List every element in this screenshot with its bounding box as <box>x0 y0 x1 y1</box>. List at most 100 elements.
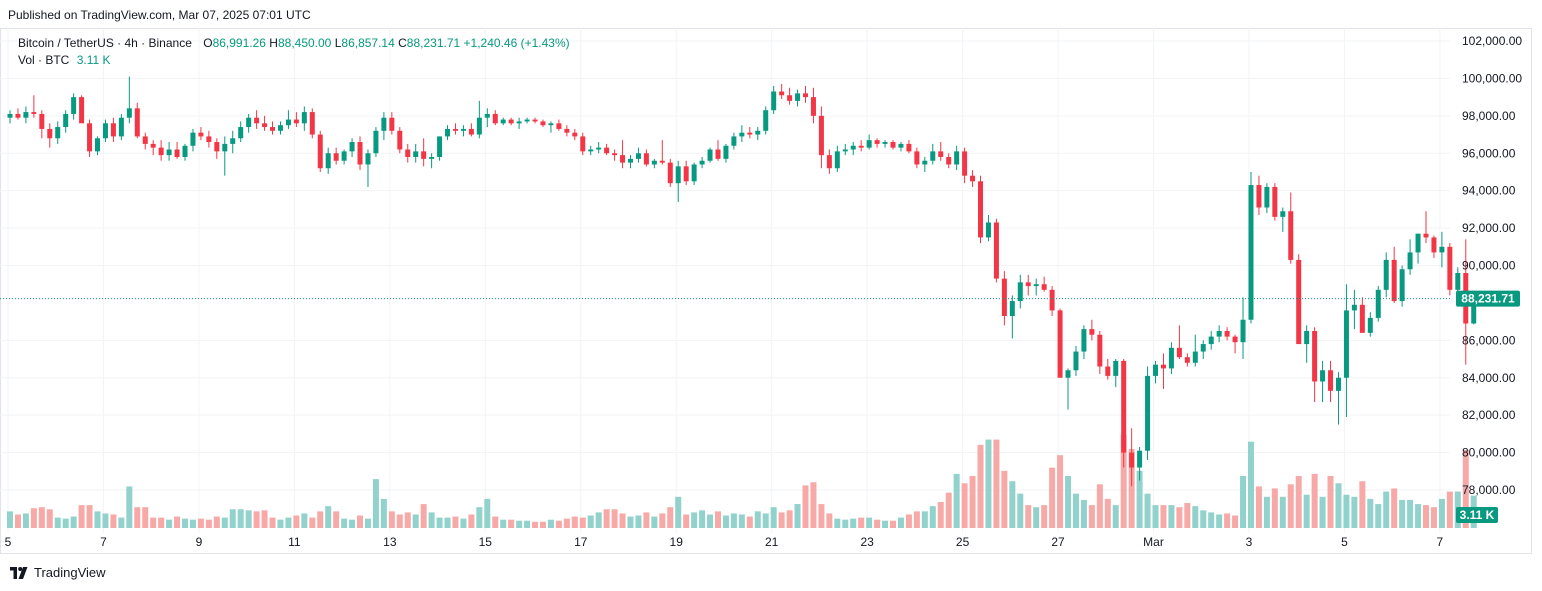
candle-body <box>795 93 801 101</box>
volume-bar <box>1025 505 1032 528</box>
candle-body <box>222 143 228 152</box>
volume-bar <box>134 507 141 528</box>
candle-body <box>1320 370 1326 382</box>
volume-bar <box>229 509 236 528</box>
volume-bar <box>1335 483 1342 528</box>
volume-bar <box>937 502 944 528</box>
candle-body <box>1439 246 1445 253</box>
volume-bar <box>977 444 984 528</box>
low-value: 86,857.14 <box>341 36 395 50</box>
volume-bar <box>7 511 13 528</box>
volume-bar <box>1216 514 1223 528</box>
volume-bar <box>444 517 451 528</box>
candle-body <box>1296 259 1302 345</box>
candle-body <box>206 136 212 143</box>
volume-bar <box>1287 484 1294 528</box>
volume-bar <box>1319 496 1326 528</box>
candle-body <box>627 158 633 163</box>
footer-brand[interactable]: TradingView <box>34 565 106 580</box>
volume-bar <box>436 517 443 528</box>
volume-label[interactable]: Vol · BTC <box>18 53 70 67</box>
volume-bar <box>1367 498 1374 528</box>
volume-bar <box>349 519 356 528</box>
volume-bar <box>428 512 435 528</box>
volume-bar <box>659 513 666 528</box>
volume-bar <box>1351 496 1358 528</box>
candle-body <box>818 115 824 156</box>
price-tick-label: 86,000.00 <box>1462 333 1516 347</box>
volume-bar <box>293 515 300 528</box>
volume-bar <box>714 511 721 528</box>
candle-body <box>349 142 355 152</box>
candle-body <box>763 110 769 131</box>
candle-body <box>1232 336 1238 343</box>
candle-body <box>731 136 737 146</box>
candle-body <box>962 151 968 176</box>
volume-bar <box>961 483 968 528</box>
volume-bar <box>38 507 45 528</box>
volume-bar <box>826 513 833 528</box>
time-tick-label: 7 <box>1437 535 1444 549</box>
volume-bar <box>388 511 395 528</box>
volume-bar <box>70 516 77 528</box>
volume-bar <box>205 519 212 528</box>
candle-body <box>1367 317 1373 333</box>
volume-bar <box>46 509 53 528</box>
tradingview-logo-icon[interactable] <box>10 566 30 579</box>
candle-body <box>1407 252 1413 270</box>
volume-bar <box>516 520 523 528</box>
candle-body <box>954 151 960 165</box>
candle-body <box>246 117 252 128</box>
volume-bar <box>1160 505 1167 528</box>
volume-bar <box>929 506 936 528</box>
volume-bar <box>1263 496 1270 528</box>
candle-body <box>1343 310 1349 378</box>
last-volume-tag: 3.11 K <box>1456 507 1498 523</box>
volume-bar <box>555 520 562 528</box>
volume-bar <box>1343 494 1350 528</box>
candle-body <box>914 151 920 165</box>
candle-body <box>1471 298 1477 324</box>
volume-bar <box>675 496 682 528</box>
candle-body <box>643 153 649 165</box>
close-value: 88,231.71 <box>406 36 461 50</box>
candle-body <box>580 136 586 152</box>
candle-body <box>1335 377 1341 391</box>
candle-body <box>938 151 944 157</box>
volume-bar <box>699 510 706 528</box>
candle-body <box>277 125 283 131</box>
volume-bar <box>500 519 507 528</box>
volume-bar <box>174 516 181 528</box>
candle-body <box>922 160 928 165</box>
symbol-label[interactable]: Bitcoin / TetherUS · 4h · Binance <box>18 36 192 50</box>
open-value: 86,991.26 <box>212 36 266 50</box>
volume-bar <box>643 512 650 528</box>
volume-bar <box>484 498 491 528</box>
candle-body <box>126 108 132 118</box>
candle-body <box>254 117 260 124</box>
volume-bar <box>1208 512 1215 528</box>
time-tick-label: 21 <box>765 535 779 549</box>
volume-bar <box>166 519 173 528</box>
candle-body <box>389 117 395 131</box>
candlestick-chart[interactable]: 102,000.00 100,000.00 98,000.00 96,000.00 94… <box>0 28 1532 554</box>
candle-body <box>110 123 116 137</box>
candle-body <box>1160 364 1166 369</box>
candle-body <box>1137 450 1143 468</box>
close-label: C <box>398 36 407 50</box>
candle-body <box>285 119 291 126</box>
volume-bar <box>778 512 785 528</box>
candle-body <box>293 119 299 124</box>
volume-bar <box>492 516 499 528</box>
high-value: 88,450.00 <box>277 36 332 50</box>
candle-body <box>1256 185 1262 208</box>
candle-body <box>1113 360 1119 376</box>
time-axis: 5 7 9 11 13 15 17 19 21 23 25 27 Mar 3 5 7 <box>5 535 1444 549</box>
volume-bar <box>905 514 912 528</box>
candle-body <box>71 97 77 114</box>
volume-bar <box>730 513 737 528</box>
candle-body <box>373 130 379 154</box>
volume-bar <box>237 509 244 528</box>
volume-bar <box>1375 504 1382 528</box>
candle-body <box>381 117 387 131</box>
